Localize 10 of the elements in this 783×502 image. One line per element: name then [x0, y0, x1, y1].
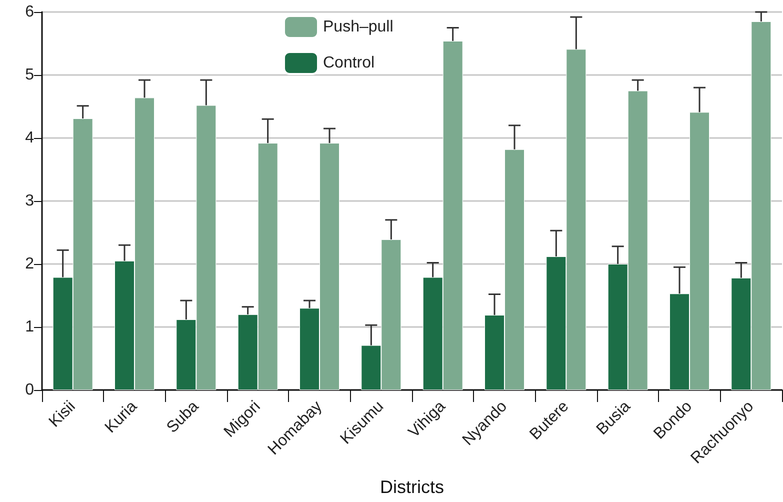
y-tick-label: 4 — [25, 130, 34, 146]
y-tick-label: 0 — [25, 382, 34, 398]
y-tick-label: 2 — [25, 256, 34, 272]
y-tick-label: 5 — [25, 66, 34, 84]
y-tick-label: 1 — [25, 318, 34, 336]
legend-label: Control — [323, 54, 375, 72]
y-tick-label: 6 — [25, 4, 34, 20]
y-tick-label: 3 — [25, 192, 34, 210]
legend-label: Push–pull — [323, 18, 394, 36]
x-axis-title: Districts — [380, 477, 444, 497]
